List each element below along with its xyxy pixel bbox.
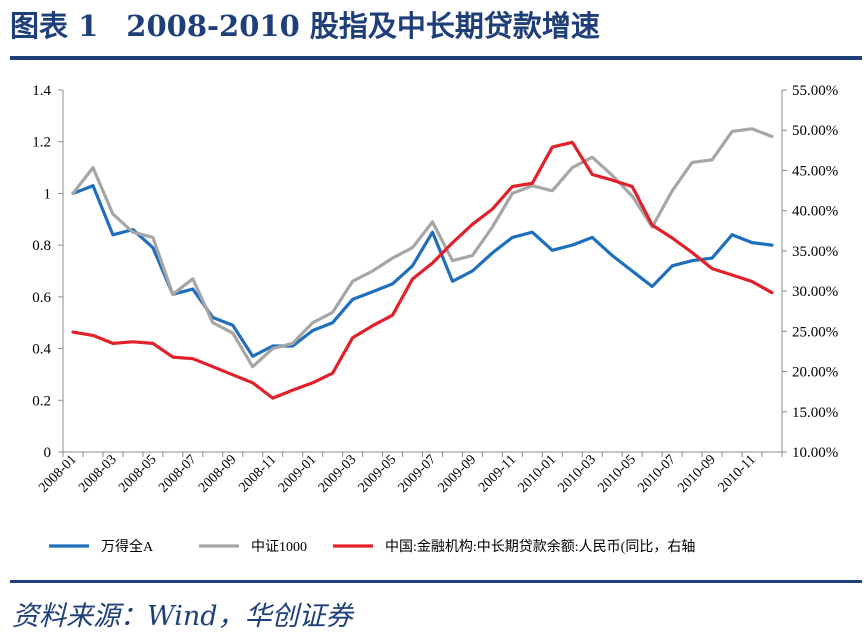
figure-title: 图表 1 2008-2010 股指及中长期贷款增速 <box>10 4 628 48</box>
left-y-tick-label: 1.2 <box>32 135 51 151</box>
x-tick-label: 2010-11 <box>716 452 759 495</box>
chart: 0 0.2 0.4 0.6 0.8 1 1.2 1.4 10.00% 15.00% 20.00% 25… <box>32 83 838 555</box>
left-y-tick-label: 0.6 <box>32 290 51 306</box>
series-line-2 <box>71 127 774 369</box>
chart-axes: 0 0.2 0.4 0.6 0.8 1 1.2 1.4 10.00% 15.00% 20.00% 25… <box>32 83 838 496</box>
x-tick-label: 2009-03 <box>316 452 360 496</box>
right-y-tick-label: 55.00% <box>792 83 838 99</box>
title-rule <box>10 56 862 60</box>
series-line-3 <box>71 140 774 400</box>
right-y-tick-label: 15.00% <box>792 405 838 421</box>
x-tick-label: 2010-01 <box>516 452 560 496</box>
right-y-tick-label: 50.00% <box>792 123 838 139</box>
left-y-tick-label: 1.4 <box>32 83 51 99</box>
right-y-tick-label: 35.00% <box>792 244 838 260</box>
left-y-tick-label: 0.4 <box>32 342 51 358</box>
left-y-tick-label: 1 <box>44 186 52 202</box>
right-y-tick-label: 40.00% <box>792 204 838 220</box>
x-tick-label: 2009-01 <box>276 452 320 496</box>
x-tick-label: 2008-11 <box>236 452 279 495</box>
left-y-tick-label: 0 <box>44 445 52 461</box>
right-y-tick-label: 10.00% <box>792 445 838 461</box>
x-tick-label: 2008-05 <box>116 452 160 496</box>
x-tick-label: 2009-09 <box>436 452 480 496</box>
left-y-tick-label: 0.8 <box>32 238 51 254</box>
x-tick-label: 2009-05 <box>356 452 400 496</box>
x-tick-label: 2010-09 <box>675 452 719 496</box>
legend-label-3: 中国:金融机构:中长期贷款余额:人民币(同比，右轴 <box>385 538 695 555</box>
legend-label-1: 万得全A <box>101 538 154 555</box>
x-tick-label: 2008-09 <box>196 452 240 496</box>
right-y-tick-label: 25.00% <box>792 324 838 340</box>
series-line-1 <box>71 184 774 358</box>
x-tick-label: 2010-05 <box>595 452 639 496</box>
source-note: 资料来源：Wind，华创证券 <box>12 601 353 632</box>
x-tick-label: 2009-11 <box>476 452 519 495</box>
source-rule <box>10 580 862 583</box>
x-tick-label: 2009-07 <box>396 452 440 496</box>
right-y-tick-label: 45.00% <box>792 163 838 179</box>
left-y-tick-label: 0.2 <box>32 393 51 409</box>
x-tick-label: 2010-07 <box>635 452 679 496</box>
x-tick-label: 2008-03 <box>76 452 120 496</box>
figure-title-text: 2008-2010 股指及中长期贷款增速 <box>126 9 600 43</box>
x-tick-label: 2008-07 <box>156 452 200 496</box>
figure-number: 图表 1 <box>10 9 99 43</box>
chart-legend: 万得全A 中证1000 中国:金融机构:中长期贷款余额:人民币(同比，右轴 <box>49 538 695 555</box>
legend-label-2: 中证1000 <box>251 539 307 555</box>
chart-series-lines <box>71 127 774 400</box>
right-y-tick-label: 30.00% <box>792 284 838 300</box>
right-y-tick-label: 20.00% <box>792 365 838 381</box>
x-tick-label: 2010-03 <box>555 452 599 496</box>
